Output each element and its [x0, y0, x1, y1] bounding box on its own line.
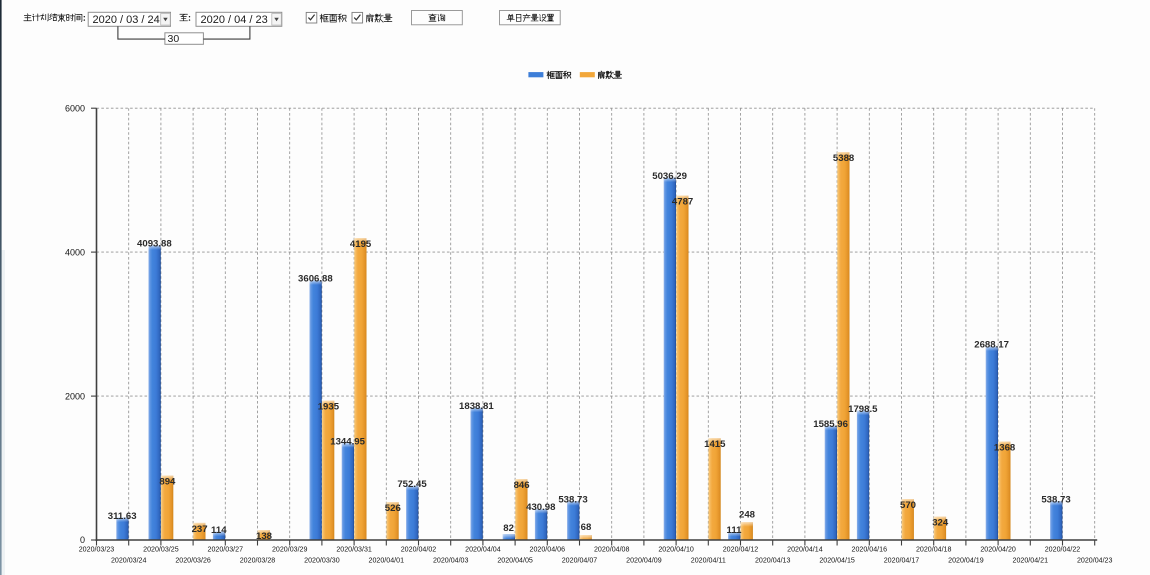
svg-text:114: 114	[211, 525, 227, 536]
svg-text:2020/04/06: 2020/04/06	[530, 546, 566, 554]
svg-text:430.98: 430.98	[526, 502, 556, 513]
svg-text:2020/04/17: 2020/04/17	[884, 557, 920, 565]
svg-text:2020/04/19: 2020/04/19	[948, 557, 984, 565]
svg-text:752.45: 752.45	[397, 479, 427, 490]
svg-text:3606.88: 3606.88	[298, 274, 333, 285]
svg-text:324: 324	[932, 518, 949, 529]
svg-text:2020/03/31: 2020/03/31	[336, 546, 372, 554]
svg-text:2020 / 04 / 23: 2020 / 04 / 23	[201, 14, 268, 26]
svg-text:846: 846	[514, 480, 530, 491]
svg-text:1368: 1368	[994, 443, 1016, 454]
svg-text:2020/04/12: 2020/04/12	[723, 546, 759, 554]
svg-text:2020/04/03: 2020/04/03	[433, 557, 469, 565]
svg-text:2020/04/15: 2020/04/15	[819, 557, 855, 565]
svg-text:248: 248	[739, 510, 756, 521]
svg-text:111: 111	[727, 525, 743, 536]
svg-text:2020/03/27: 2020/03/27	[208, 546, 244, 554]
svg-text:2020/03/29: 2020/03/29	[272, 546, 308, 554]
svg-text:5036.29: 5036.29	[652, 171, 687, 182]
svg-text:6000: 6000	[65, 103, 85, 113]
svg-text:2020/04/08: 2020/04/08	[594, 546, 630, 554]
svg-text:2020/03/30: 2020/03/30	[304, 557, 340, 565]
svg-text:2020/03/25: 2020/03/25	[143, 546, 179, 554]
svg-text:1585.96: 1585.96	[813, 419, 848, 430]
svg-text:2020/03/28: 2020/03/28	[240, 557, 276, 565]
svg-text:2020/04/11: 2020/04/11	[691, 557, 726, 565]
svg-text:1798.5: 1798.5	[848, 404, 878, 415]
svg-text:4787: 4787	[672, 197, 693, 208]
svg-text:1344.95: 1344.95	[330, 436, 365, 447]
svg-text:2020/04/09: 2020/04/09	[626, 557, 662, 565]
svg-text:538.73: 538.73	[558, 494, 587, 505]
svg-text:311.63: 311.63	[108, 511, 137, 522]
svg-text:5388: 5388	[833, 153, 855, 164]
svg-text:237: 237	[192, 524, 208, 535]
svg-text:2020/04/21: 2020/04/21	[1013, 557, 1049, 565]
svg-text:0: 0	[80, 535, 85, 545]
svg-text:68: 68	[581, 522, 592, 533]
svg-text:30: 30	[168, 33, 180, 45]
svg-text:4000: 4000	[65, 247, 85, 257]
svg-text:4195: 4195	[350, 239, 372, 250]
svg-text:2020/04/18: 2020/04/18	[916, 546, 952, 554]
svg-text:2020/04/14: 2020/04/14	[787, 546, 823, 554]
svg-text:570: 570	[900, 500, 916, 511]
svg-text:1838.81: 1838.81	[459, 401, 494, 412]
svg-text:2020/04/05: 2020/04/05	[497, 557, 533, 565]
svg-text:538.73: 538.73	[1041, 494, 1070, 505]
svg-text:2020 / 03 / 24: 2020 / 03 / 24	[93, 14, 160, 26]
svg-text:82: 82	[503, 523, 514, 534]
svg-text:2020/04/13: 2020/04/13	[755, 557, 791, 565]
svg-text:1415: 1415	[704, 439, 726, 450]
svg-text:2020/04/07: 2020/04/07	[562, 557, 598, 565]
svg-text:2020/04/02: 2020/04/02	[401, 546, 437, 554]
svg-text:4093.88: 4093.88	[137, 239, 172, 250]
svg-text:2020/04/16: 2020/04/16	[852, 546, 888, 554]
svg-text:526: 526	[385, 503, 401, 514]
svg-text:2020/04/22: 2020/04/22	[1045, 546, 1081, 554]
svg-text:1935: 1935	[318, 402, 340, 413]
svg-text:2020/04/01: 2020/04/01	[369, 557, 405, 565]
svg-text:2020/04/23: 2020/04/23	[1077, 557, 1113, 565]
svg-text:2020/04/04: 2020/04/04	[465, 546, 501, 554]
svg-text:2688.17: 2688.17	[974, 340, 1009, 351]
svg-text:2020/03/24: 2020/03/24	[111, 557, 147, 565]
svg-text:2020/03/26: 2020/03/26	[175, 557, 211, 565]
svg-text:2020/03/23: 2020/03/23	[79, 546, 115, 554]
svg-text:2020/04/10: 2020/04/10	[658, 546, 694, 554]
svg-text:138: 138	[256, 531, 273, 542]
svg-text:2020/04/20: 2020/04/20	[980, 546, 1016, 554]
svg-text:894: 894	[159, 477, 176, 488]
svg-text:2000: 2000	[65, 391, 85, 401]
